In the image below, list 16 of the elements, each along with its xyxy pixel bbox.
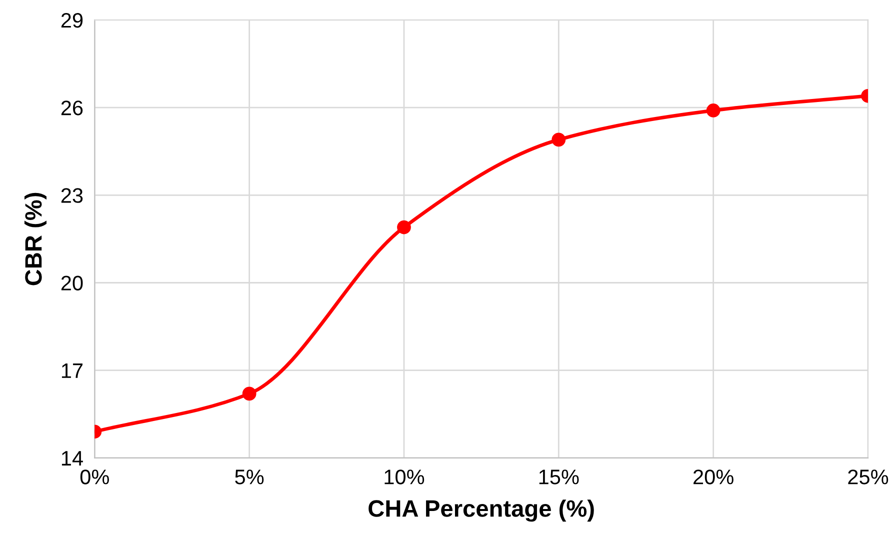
x-tick-label: 20%: [694, 470, 734, 484]
point: [397, 220, 411, 234]
point: [552, 132, 566, 147]
x-tick-label: 25%: [848, 470, 888, 484]
x-tick-label: 5%: [235, 470, 264, 484]
y-axis-title: CBR (%): [24, 192, 46, 286]
x-tick-label: 0%: [80, 470, 109, 484]
y-tick-label: 29: [61, 12, 83, 28]
y-tick-label: 17: [62, 364, 83, 378]
x-tick-label: 10%: [384, 470, 424, 484]
y-tick-label: 14: [62, 451, 83, 466]
y-tick-label: 23: [61, 188, 83, 203]
y-tick-label: 20: [61, 276, 83, 290]
x-axis-title: CHA Percentage (%): [368, 500, 594, 522]
y-tick-label: 26: [61, 100, 83, 116]
x-tick-label: 15%: [539, 470, 579, 484]
